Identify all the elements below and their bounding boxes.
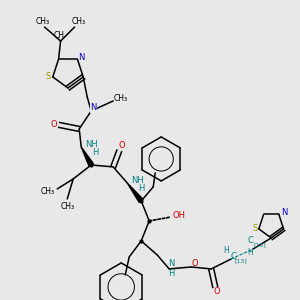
- Text: [13]: [13]: [254, 242, 267, 247]
- Text: H: H: [92, 148, 98, 158]
- Text: N: N: [168, 260, 174, 268]
- Text: S: S: [252, 224, 257, 233]
- Text: N: N: [78, 52, 85, 62]
- Polygon shape: [127, 183, 143, 203]
- Text: CH₃: CH₃: [60, 202, 74, 211]
- Text: CH₃: CH₃: [40, 188, 54, 196]
- Text: CH₃: CH₃: [71, 16, 86, 26]
- Polygon shape: [81, 147, 93, 166]
- Text: O: O: [214, 287, 220, 296]
- Text: O: O: [119, 141, 125, 150]
- Text: N: N: [90, 103, 96, 112]
- Text: NH: NH: [85, 140, 98, 149]
- Text: N: N: [281, 208, 287, 217]
- Text: C: C: [230, 252, 236, 261]
- Text: H: H: [223, 246, 229, 255]
- Text: NH: NH: [131, 176, 144, 185]
- Text: CH₃: CH₃: [113, 94, 127, 103]
- Text: CH₃: CH₃: [35, 16, 50, 26]
- Text: C: C: [247, 236, 253, 245]
- Text: O: O: [51, 120, 58, 129]
- Text: CH: CH: [54, 31, 65, 40]
- Text: H: H: [138, 184, 144, 194]
- Text: [13]: [13]: [235, 258, 247, 263]
- Text: OH: OH: [173, 212, 186, 220]
- Text: H: H: [168, 269, 174, 278]
- Text: O: O: [192, 260, 199, 268]
- Text: H: H: [247, 248, 253, 257]
- Text: S: S: [45, 72, 50, 81]
